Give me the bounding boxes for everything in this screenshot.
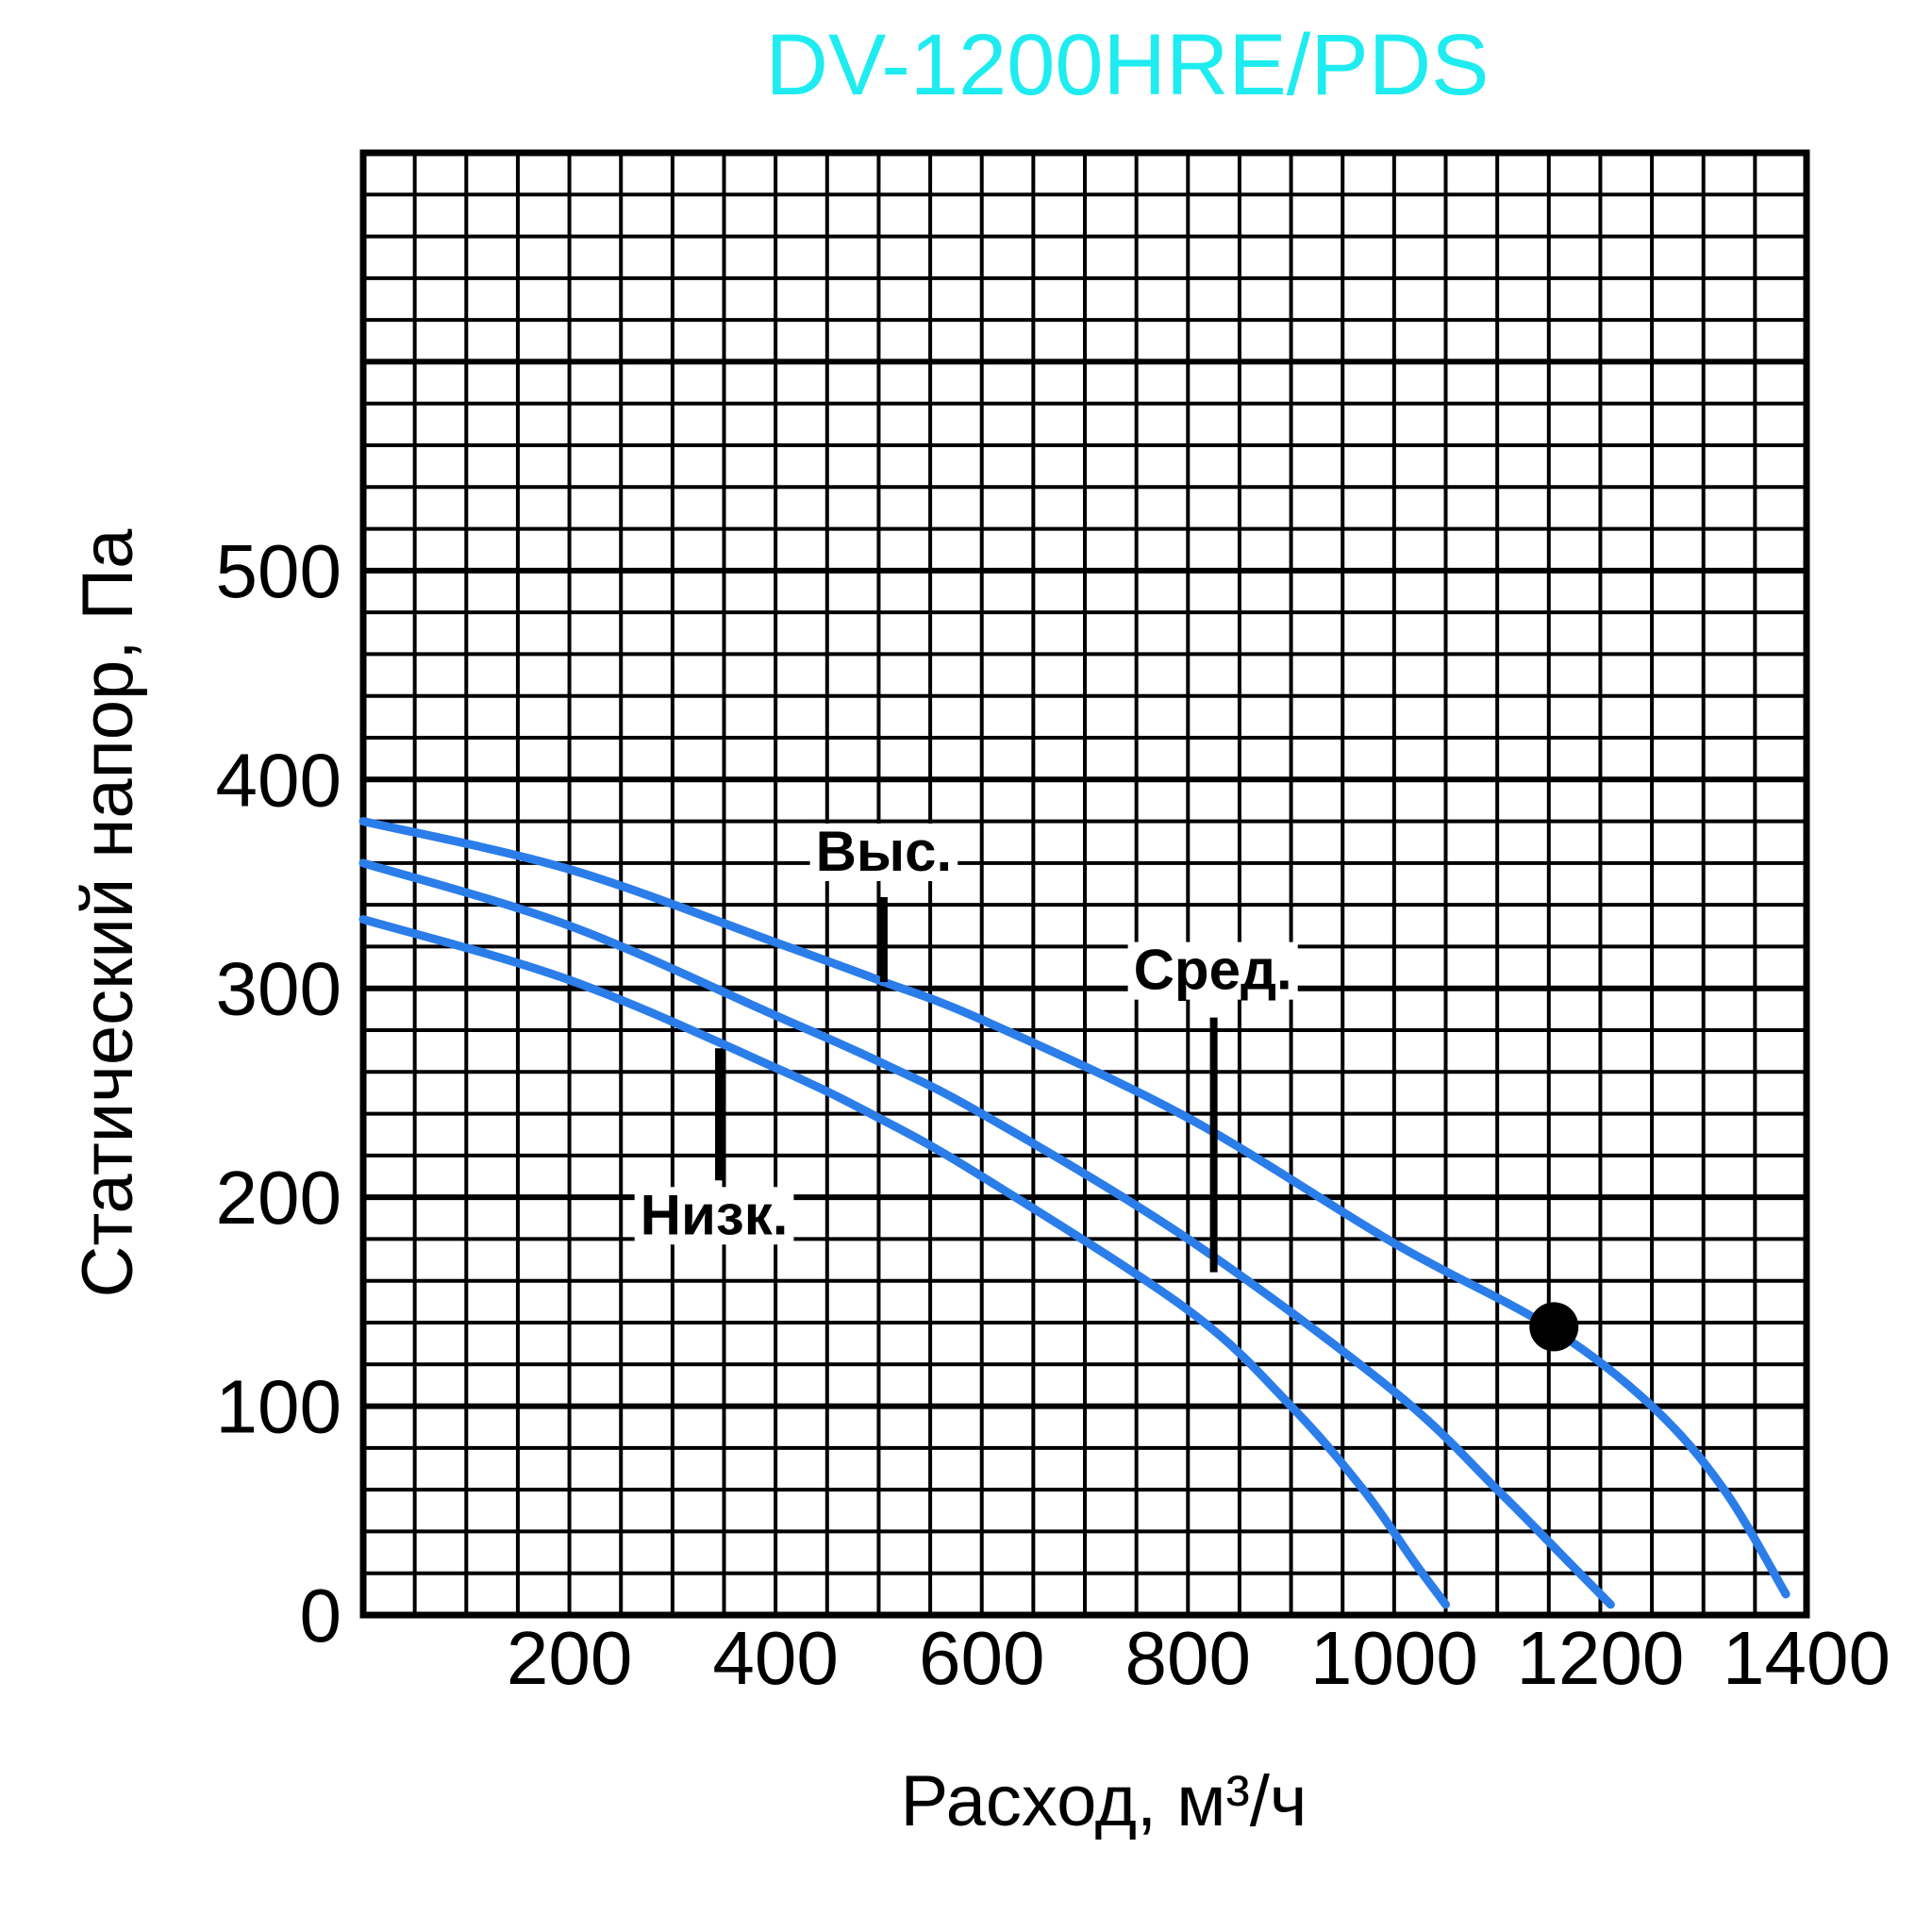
x-tick-labels: 200 400 600 800 1000 1200 1400 bbox=[507, 1616, 1890, 1700]
annotation-label: Выс. bbox=[816, 820, 953, 883]
x-tick-label: 200 bbox=[507, 1616, 632, 1700]
y-tick-label: 200 bbox=[216, 1156, 341, 1240]
x-tick-label: 1000 bbox=[1310, 1616, 1478, 1700]
annotation-label: Сред. bbox=[1134, 939, 1292, 1002]
grid bbox=[359, 149, 1810, 1619]
x-tick-label: 1400 bbox=[1723, 1616, 1890, 1700]
x-tick-label: 800 bbox=[1125, 1616, 1251, 1700]
y-tick-label: 0 bbox=[300, 1574, 342, 1657]
annotation-bg bbox=[809, 823, 958, 881]
rated-point bbox=[1529, 1302, 1579, 1352]
plot-frame bbox=[359, 149, 1810, 1619]
y-tick-label: 100 bbox=[216, 1365, 341, 1449]
y-tick-labels: 0 100 200 300 400 500 bbox=[216, 529, 341, 1657]
series-line-2 bbox=[358, 858, 1615, 1609]
annotations: Выс. Сред. Низк. bbox=[634, 820, 1298, 1273]
series-line-3 bbox=[358, 915, 1450, 1609]
y-tick-label: 300 bbox=[216, 947, 341, 1031]
y-tick-label: 400 bbox=[216, 738, 341, 822]
y-tick-label: 500 bbox=[216, 529, 341, 613]
x-axis-label: Расход, м³/ч bbox=[900, 1761, 1307, 1841]
curves bbox=[358, 817, 1790, 1609]
x-tick-label: 400 bbox=[712, 1616, 838, 1700]
annotation-bg bbox=[1127, 941, 1298, 1000]
annotation-bg bbox=[634, 1187, 794, 1245]
series-line-1 bbox=[358, 817, 1790, 1599]
annotation-label: Низк. bbox=[641, 1183, 789, 1246]
chart-title: DV-1200HRE/PDS bbox=[766, 17, 1490, 113]
y-axis-label: Статический напор, Па bbox=[68, 528, 148, 1298]
x-tick-label: 600 bbox=[919, 1616, 1044, 1700]
x-tick-label: 1200 bbox=[1516, 1616, 1684, 1700]
